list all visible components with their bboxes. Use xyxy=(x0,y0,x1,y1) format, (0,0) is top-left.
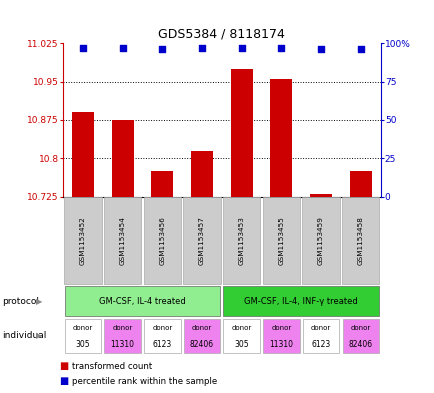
Bar xyxy=(143,197,181,284)
Text: GSM1153459: GSM1153459 xyxy=(317,216,323,265)
Text: donor: donor xyxy=(112,325,132,331)
Text: ■: ■ xyxy=(59,361,68,371)
Text: donor: donor xyxy=(152,325,172,331)
Text: GSM1153457: GSM1153457 xyxy=(198,216,204,265)
Bar xyxy=(223,197,260,284)
Point xyxy=(238,45,245,51)
Bar xyxy=(270,79,292,196)
Bar xyxy=(183,197,220,284)
Text: GSM1153454: GSM1153454 xyxy=(119,216,125,265)
Text: GM-CSF, IL-4 treated: GM-CSF, IL-4 treated xyxy=(99,297,185,305)
Point xyxy=(198,45,205,51)
Bar xyxy=(342,319,378,353)
Text: donor: donor xyxy=(310,325,330,331)
Text: GSM1153453: GSM1153453 xyxy=(238,216,244,265)
Bar xyxy=(104,319,141,353)
Text: 305: 305 xyxy=(234,340,248,349)
Text: 82406: 82406 xyxy=(190,340,214,349)
Bar xyxy=(223,286,378,316)
Bar xyxy=(183,319,220,353)
Text: ■: ■ xyxy=(59,376,68,386)
Text: 305: 305 xyxy=(76,340,90,349)
Bar xyxy=(223,319,260,353)
Text: donor: donor xyxy=(231,325,251,331)
Text: GSM1153458: GSM1153458 xyxy=(357,216,363,265)
Bar xyxy=(151,171,173,196)
Text: 11310: 11310 xyxy=(110,340,134,349)
Text: ▶: ▶ xyxy=(36,331,43,340)
Bar xyxy=(65,319,101,353)
Bar xyxy=(144,319,180,353)
Bar xyxy=(341,197,378,284)
Text: GSM1153456: GSM1153456 xyxy=(159,216,165,265)
Point xyxy=(317,46,324,53)
Text: individual: individual xyxy=(2,331,46,340)
Title: GDS5384 / 8118174: GDS5384 / 8118174 xyxy=(158,28,285,40)
Text: percentile rank within the sample: percentile rank within the sample xyxy=(72,377,217,386)
Text: ▶: ▶ xyxy=(36,297,43,305)
Text: 6123: 6123 xyxy=(152,340,171,349)
Text: donor: donor xyxy=(72,325,93,331)
Point xyxy=(277,45,284,51)
Text: GSM1153452: GSM1153452 xyxy=(80,216,86,265)
Point xyxy=(119,45,126,51)
Bar xyxy=(263,319,299,353)
Bar xyxy=(64,197,102,284)
Bar xyxy=(262,197,299,284)
Point xyxy=(356,46,363,53)
Text: GSM1153455: GSM1153455 xyxy=(278,216,284,265)
Text: donor: donor xyxy=(350,325,370,331)
Text: 82406: 82406 xyxy=(348,340,372,349)
Bar xyxy=(302,319,339,353)
Bar xyxy=(230,69,252,196)
Text: protocol: protocol xyxy=(2,297,39,305)
Text: donor: donor xyxy=(191,325,212,331)
Bar xyxy=(349,171,371,196)
Text: 11310: 11310 xyxy=(269,340,293,349)
Text: GM-CSF, IL-4, INF-γ treated: GM-CSF, IL-4, INF-γ treated xyxy=(244,297,357,305)
Text: transformed count: transformed count xyxy=(72,362,151,371)
Bar xyxy=(112,120,133,196)
Text: 6123: 6123 xyxy=(311,340,330,349)
Text: donor: donor xyxy=(271,325,291,331)
Point xyxy=(158,46,165,53)
Bar xyxy=(302,197,339,284)
Bar xyxy=(72,112,94,196)
Bar xyxy=(104,197,141,284)
Point xyxy=(79,45,86,51)
Bar xyxy=(191,151,212,196)
Bar xyxy=(309,194,331,196)
Bar xyxy=(65,286,220,316)
